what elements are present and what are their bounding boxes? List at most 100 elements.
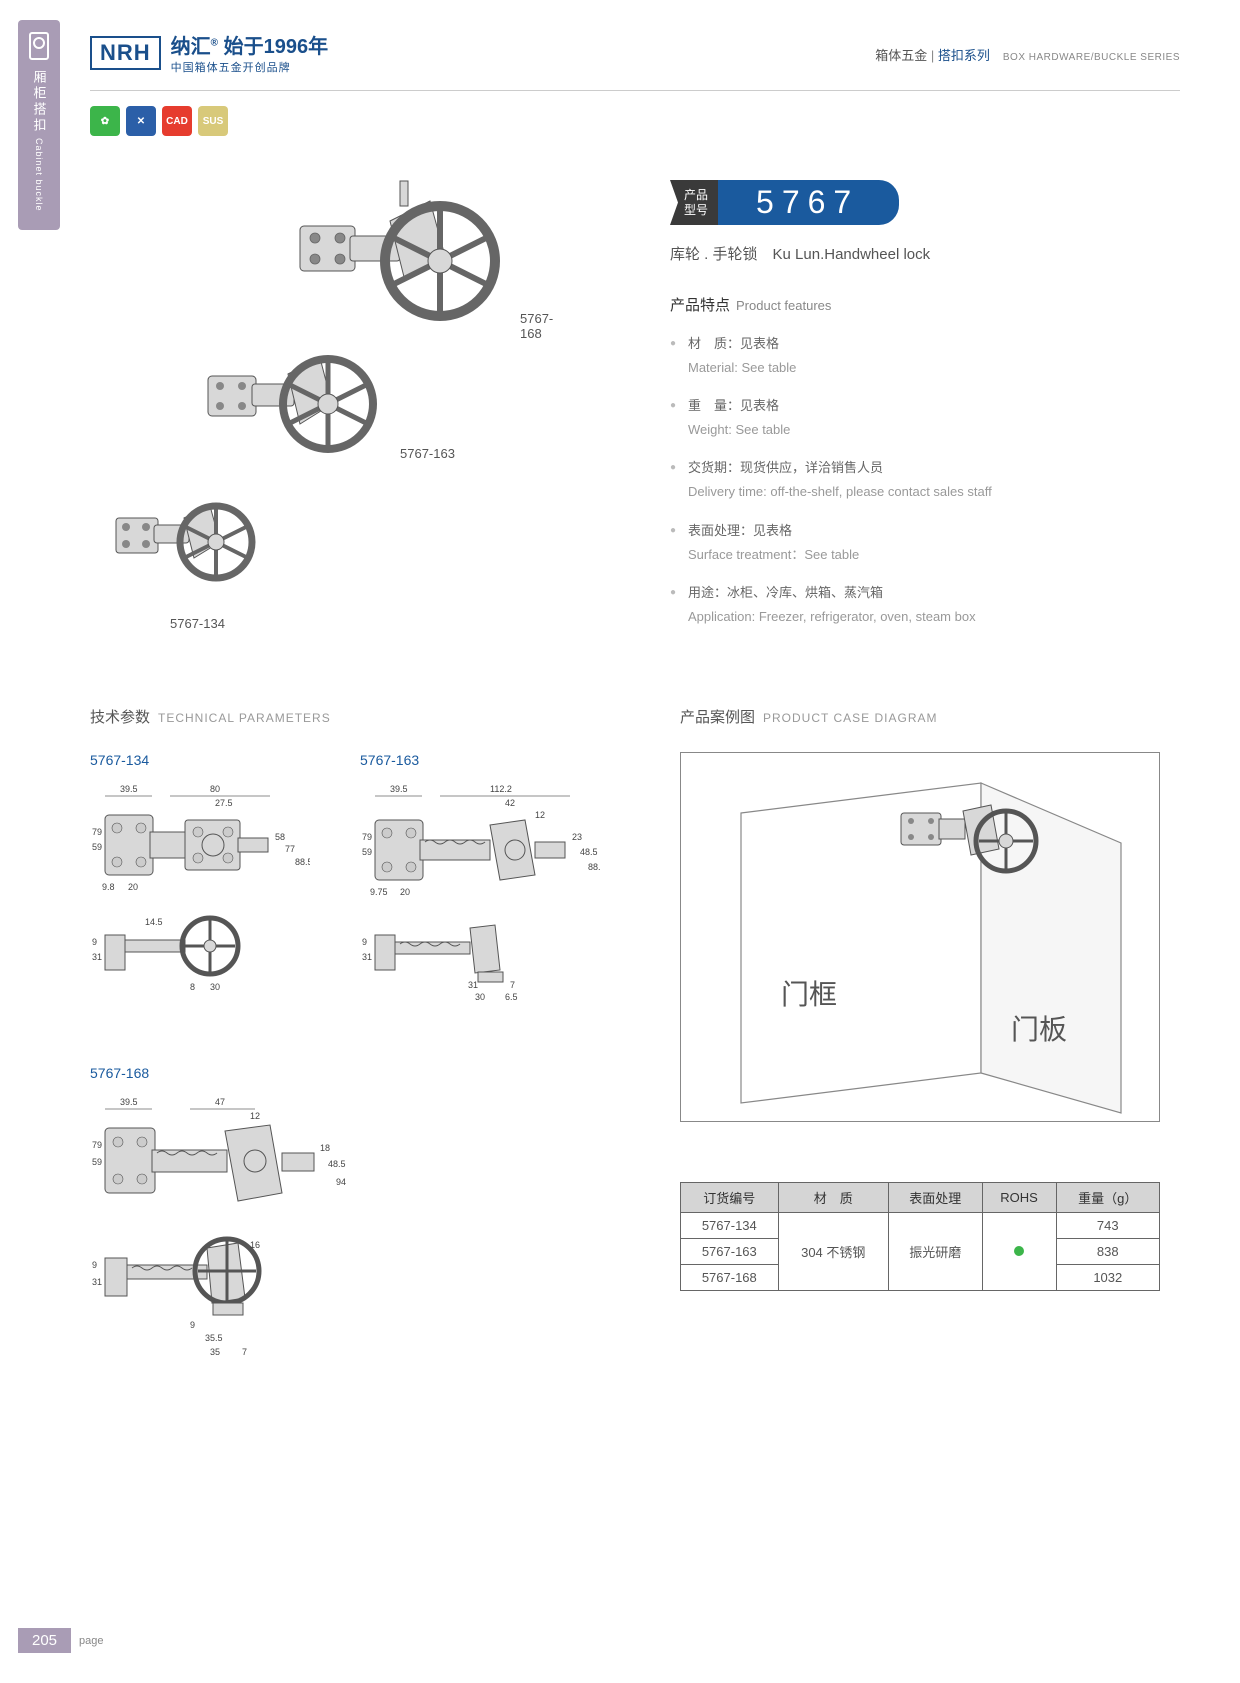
feature-item: 材 质：见表格Material: See table bbox=[670, 333, 1170, 379]
model-badge: 产品型号 5767 bbox=[670, 180, 1170, 225]
svg-text:39.5: 39.5 bbox=[120, 1097, 138, 1107]
svg-text:30: 30 bbox=[475, 992, 485, 1002]
model-number: 5767 bbox=[716, 180, 899, 225]
svg-text:7: 7 bbox=[510, 980, 515, 990]
table-row: 5767-134 304 不锈钢 振光研磨 743 bbox=[681, 1213, 1160, 1239]
svg-text:31: 31 bbox=[92, 952, 102, 962]
logo-block: NRH 纳汇® 始于1996年 中国箱体五金开创品牌 bbox=[90, 30, 328, 75]
svg-text:12: 12 bbox=[535, 810, 545, 820]
svg-text:9: 9 bbox=[92, 937, 97, 947]
buckle-icon bbox=[29, 32, 49, 60]
svg-text:14.5: 14.5 bbox=[145, 917, 163, 927]
svg-text:12: 12 bbox=[250, 1111, 260, 1121]
tech-left: 技术参数TECHNICAL PARAMETERS 5767-134 39.5 8… bbox=[90, 706, 620, 1378]
page-number: 205 bbox=[18, 1628, 71, 1653]
tech-section: 技术参数TECHNICAL PARAMETERS 5767-134 39.5 8… bbox=[90, 706, 1180, 1378]
svg-text:20: 20 bbox=[400, 887, 410, 897]
product-name: 库轮 . 手轮锁 Ku Lun.Handwheel lock bbox=[670, 243, 1170, 264]
svg-text:6.5: 6.5 bbox=[505, 992, 518, 1002]
product-image-134 bbox=[110, 476, 270, 616]
svg-text:39.5: 39.5 bbox=[120, 784, 138, 794]
svg-text:48.5: 48.5 bbox=[328, 1159, 346, 1169]
svg-text:47: 47 bbox=[215, 1097, 225, 1107]
badge-cad-icon: CAD bbox=[162, 106, 192, 136]
svg-text:18: 18 bbox=[320, 1143, 330, 1153]
badge-sus-icon: SUS bbox=[198, 106, 228, 136]
image-label-163: 5767-163 bbox=[400, 446, 455, 461]
svg-text:112.2: 112.2 bbox=[490, 784, 512, 794]
svg-text:7: 7 bbox=[242, 1347, 247, 1357]
diagram-168: 5767-168 39.5 47 12 79 59 18 bbox=[90, 1065, 620, 1378]
svg-text:8: 8 bbox=[190, 982, 195, 992]
svg-text:59: 59 bbox=[362, 847, 372, 857]
svg-text:42: 42 bbox=[505, 798, 515, 808]
svg-text:9.75: 9.75 bbox=[370, 887, 388, 897]
svg-text:80: 80 bbox=[210, 784, 220, 794]
svg-text:20: 20 bbox=[128, 882, 138, 892]
svg-text:48.5: 48.5 bbox=[580, 847, 598, 857]
header-category: 箱体五金 | 搭扣系列 BOX HARDWARE/BUCKLE SERIES bbox=[875, 45, 1180, 64]
tech-right: 产品案例图PRODUCT CASE DIAGRAM bbox=[680, 706, 1180, 1378]
side-tab-cn: 厢柜搭扣 bbox=[30, 70, 49, 134]
svg-text:31: 31 bbox=[468, 980, 478, 990]
svg-text:58: 58 bbox=[275, 832, 285, 842]
case-label-panel: 门板 bbox=[1011, 1008, 1067, 1048]
svg-text:31: 31 bbox=[92, 1277, 102, 1287]
page-footer: 205 page bbox=[18, 1628, 104, 1653]
svg-text:16: 16 bbox=[250, 1240, 260, 1250]
badge-eco-icon: ✿ bbox=[90, 106, 120, 136]
image-label-134: 5767-134 bbox=[170, 616, 225, 631]
case-diagram: 门框 门板 bbox=[680, 752, 1160, 1122]
brand-name: 纳汇® 始于1996年 bbox=[171, 30, 328, 59]
header-divider bbox=[90, 90, 1180, 91]
badge-row: ✿ ✕ CAD SUS bbox=[90, 106, 1240, 136]
rohs-dot-icon bbox=[1014, 1246, 1024, 1256]
svg-text:9.8: 9.8 bbox=[102, 882, 115, 892]
th-code: 订货编号 bbox=[681, 1183, 779, 1213]
svg-text:9: 9 bbox=[362, 937, 367, 947]
feature-list: 材 质：见表格Material: See table 重 量：见表格Weight… bbox=[670, 333, 1170, 628]
tech-title: 技术参数TECHNICAL PARAMETERS bbox=[90, 706, 620, 727]
product-info: 产品型号 5767 库轮 . 手轮锁 Ku Lun.Handwheel lock… bbox=[670, 180, 1170, 644]
th-weight: 重量（g） bbox=[1056, 1183, 1159, 1213]
svg-text:27.5: 27.5 bbox=[215, 798, 233, 808]
feature-item: 用途：冰柜、冷库、烘箱、蒸汽箱Application: Freezer, ref… bbox=[670, 582, 1170, 628]
svg-text:9: 9 bbox=[92, 1260, 97, 1270]
svg-text:88.5: 88.5 bbox=[295, 857, 310, 867]
svg-text:39.5: 39.5 bbox=[390, 784, 408, 794]
case-label-frame: 门框 bbox=[781, 973, 837, 1013]
badge-tools-icon: ✕ bbox=[126, 106, 156, 136]
feature-item: 表面处理：见表格Surface treatment：See table bbox=[670, 520, 1170, 566]
svg-text:31: 31 bbox=[362, 952, 372, 962]
svg-text:94: 94 bbox=[336, 1177, 346, 1187]
svg-text:79: 79 bbox=[92, 1140, 102, 1150]
svg-text:59: 59 bbox=[92, 1157, 102, 1167]
th-rohs: ROHS bbox=[982, 1183, 1056, 1213]
svg-text:35.5: 35.5 bbox=[205, 1333, 223, 1343]
logo: NRH bbox=[90, 36, 161, 70]
diagram-134: 5767-134 39.5 80 27.5 79 bbox=[90, 752, 310, 1035]
features-title: 产品特点Product features bbox=[670, 294, 1170, 315]
svg-text:59: 59 bbox=[92, 842, 102, 852]
th-material: 材 质 bbox=[778, 1183, 888, 1213]
th-surface: 表面处理 bbox=[888, 1183, 982, 1213]
svg-text:88.5: 88.5 bbox=[588, 862, 600, 872]
feature-item: 重 量：见表格Weight: See table bbox=[670, 395, 1170, 441]
svg-text:77: 77 bbox=[285, 844, 295, 854]
svg-text:23: 23 bbox=[572, 832, 582, 842]
diagram-163: 5767-163 39.5 112.2 42 12 79 59 bbox=[360, 752, 600, 1035]
svg-text:9: 9 bbox=[190, 1320, 195, 1330]
spec-table: 订货编号 材 质 表面处理 ROHS 重量（g） 5767-134 304 不锈… bbox=[680, 1182, 1160, 1291]
svg-text:79: 79 bbox=[92, 827, 102, 837]
svg-text:35: 35 bbox=[210, 1347, 220, 1357]
product-image-area: 5767-168 5767-163 bbox=[90, 166, 570, 626]
page-label: page bbox=[79, 1635, 103, 1647]
image-label-168: 5767-168 bbox=[520, 311, 570, 341]
case-title: 产品案例图PRODUCT CASE DIAGRAM bbox=[680, 706, 1180, 727]
feature-item: 交货期：现货供应，详洽销售人员Delivery time: off-the-sh… bbox=[670, 457, 1170, 503]
side-tab: 厢柜搭扣 Cabinet buckle bbox=[18, 20, 60, 230]
product-image-163 bbox=[200, 326, 390, 486]
brand-sub: 中国箱体五金开创品牌 bbox=[171, 59, 328, 75]
svg-text:30: 30 bbox=[210, 982, 220, 992]
svg-text:79: 79 bbox=[362, 832, 372, 842]
